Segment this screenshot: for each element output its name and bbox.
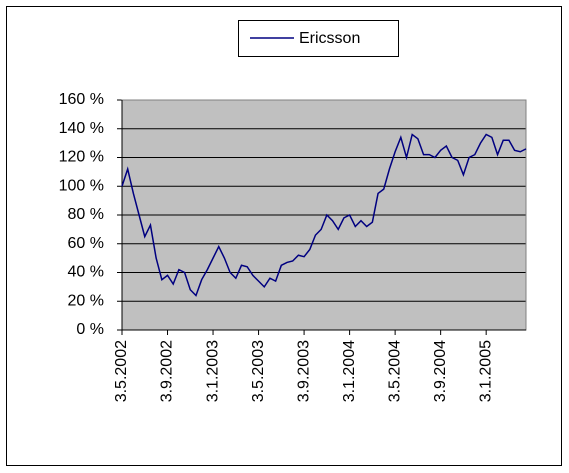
x-tick-label: 3.1.2003 [204, 340, 221, 402]
x-tick-label: 3.5.2003 [250, 340, 267, 402]
y-tick-label: 80 % [68, 206, 104, 223]
line-series [121, 133, 527, 297]
y-tick-label: 160 % [59, 91, 104, 108]
x-tick-label: 3.5.2002 [113, 340, 130, 402]
x-tick-label: 3.9.2004 [432, 340, 449, 402]
y-tick-label: 100 % [59, 177, 104, 194]
y-tick-label: 60 % [68, 235, 104, 252]
y-tick-label: 120 % [59, 149, 104, 166]
x-tick-label: 3.5.2004 [386, 340, 403, 402]
x-tick-label: 3.9.2002 [159, 340, 176, 402]
y-tick-label: 140 % [59, 120, 104, 137]
legend: Ericsson [238, 20, 399, 57]
x-tick-label: 3.1.2004 [341, 340, 358, 402]
x-tick-label: 3.9.2003 [295, 340, 312, 402]
legend-label: Ericsson [299, 30, 360, 47]
y-tick-label: 0 % [76, 321, 104, 338]
x-tick-label: 3.1.2005 [477, 340, 494, 402]
y-tick-label: 20 % [68, 292, 104, 309]
y-tick-label: 40 % [68, 264, 104, 281]
